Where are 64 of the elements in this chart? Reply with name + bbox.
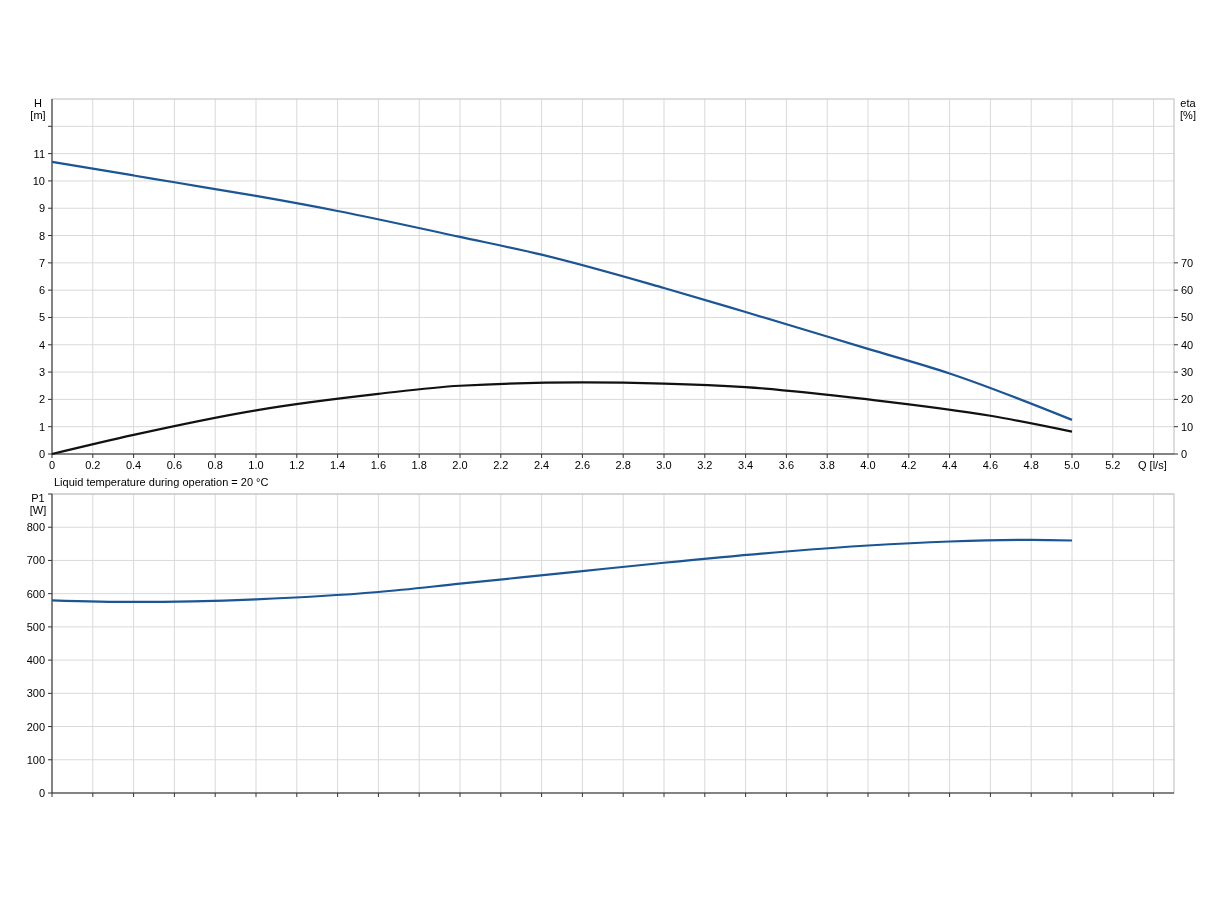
text: Liquid temperature during operation = 20 °C: [54, 476, 269, 488]
y-tick-label: 0: [38, 448, 45, 460]
x-tick-label: 2.6: [574, 459, 591, 471]
x-axis-title: Q [l/s]: [1138, 459, 1167, 471]
y-tick-label: 500: [26, 620, 45, 633]
y2-axis-title: eta [%]: [1180, 97, 1197, 121]
x-tick-label: 3.2: [697, 459, 713, 471]
x-tick-label: 4.8: [1023, 459, 1039, 471]
y-tick-label: 6: [38, 284, 45, 297]
y2-tick-label: 0: [1181, 448, 1188, 460]
y-tick-label: 2: [38, 393, 45, 406]
y-tick-label: 400: [26, 654, 45, 667]
y-tick-label: 4: [38, 338, 45, 351]
y-tick-label: 300: [26, 687, 45, 700]
line-series: [50, 538, 1074, 604]
y-tick-label: 3: [38, 366, 45, 379]
y-tick-label: 800: [26, 521, 45, 534]
x-tick-label: 1.4: [329, 459, 346, 471]
y-tick-label: 11: [33, 147, 45, 160]
y2-tick-label: 50: [1181, 311, 1194, 324]
x-tick-label: 4.6: [982, 459, 999, 471]
x-tick-label: 0.2: [85, 459, 101, 471]
x-tick-label: 4.2: [901, 459, 917, 471]
x-tick-label: 1.2: [289, 459, 305, 471]
y-tick-label: 8: [38, 229, 45, 242]
x-tick-label: 2.0: [452, 459, 468, 471]
y2-tick-label: 40: [1181, 338, 1194, 351]
y-tick-label: 5: [38, 311, 45, 324]
x-tick-label: 5.0: [1064, 459, 1080, 471]
y2-tick-label: 60: [1181, 284, 1194, 297]
y-tick-label: 200: [26, 720, 45, 733]
x-tick-label: 1.0: [248, 459, 264, 471]
y-tick-label: 600: [26, 587, 45, 600]
x-tick-label: 0.6: [166, 459, 183, 471]
x-tick-label: 0: [48, 459, 56, 471]
x-tick-label: 0.4: [125, 459, 142, 471]
line-series: [50, 381, 1074, 456]
x-tick-label: 1.8: [411, 459, 427, 471]
y2-tick-label: 70: [1181, 256, 1194, 269]
y2-tick-label: 10: [1181, 420, 1194, 433]
y-axis-title: P1 [W]: [29, 492, 47, 516]
x-tick-label: 3.8: [819, 459, 835, 471]
y-tick-label: 9: [38, 202, 45, 215]
x-tick-label: 2.2: [493, 459, 509, 471]
x-tick-label: 5.2: [1105, 459, 1121, 471]
y-tick-label: 100: [26, 753, 45, 766]
y2-tick-label: 30: [1181, 366, 1194, 379]
y-axis-title: H [m]: [30, 97, 46, 121]
x-tick-label: 4.4: [941, 459, 958, 471]
y-tick-label: 0: [38, 787, 45, 799]
x-tick-label: 3.6: [778, 459, 795, 471]
y2-tick-label: 20: [1181, 393, 1194, 406]
x-tick-label: 2.8: [615, 459, 631, 471]
x-tick-label: 4.0: [860, 459, 876, 471]
x-tick-label: 3.4: [737, 459, 754, 471]
x-tick-label: 0.8: [207, 459, 223, 471]
x-tick-label: 3.0: [656, 459, 672, 471]
y-tick-label: 7: [38, 256, 45, 269]
x-tick-label: 2.4: [533, 459, 550, 471]
y-tick-label: 700: [26, 554, 45, 567]
line-series: [50, 160, 1074, 421]
y-tick-label: 10: [32, 174, 45, 187]
x-tick-label: 1.6: [370, 459, 387, 471]
y-tick-label: 1: [38, 420, 45, 433]
